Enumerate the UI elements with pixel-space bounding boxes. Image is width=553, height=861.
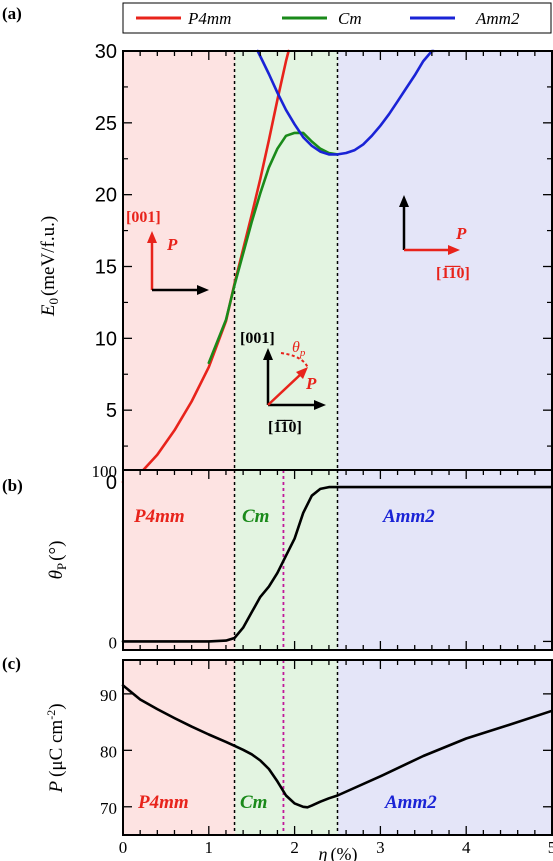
arrowhead-left-p	[147, 231, 157, 243]
y-axis-label-b: θP(°)	[46, 541, 69, 580]
series-line-c-0	[121, 684, 553, 809]
legend-label-p4mm: P4mm	[187, 9, 231, 28]
annotation-left-dir: [001]	[126, 209, 161, 226]
band-amm2-a	[338, 51, 552, 482]
annotation-left-vec: P	[166, 235, 178, 254]
band-cm-a	[235, 51, 338, 482]
annotation-right-vec: P	[455, 224, 467, 243]
phase-bands-b	[123, 470, 552, 650]
legend-label-cm: Cm	[338, 9, 362, 28]
phase-label-amm2-b: Amm2	[382, 506, 435, 527]
annotation-right-dir: [1̅1̅0]	[436, 264, 470, 282]
arrowhead-mid-up	[263, 348, 273, 360]
annotation-mid-dir-up: [001]	[240, 330, 275, 347]
annotation-mid: [001] θp P [1̅1̅0]	[240, 330, 326, 436]
y-tick-label-a: 25	[95, 113, 117, 135]
annotation-right: P [1̅1̅0]	[399, 195, 470, 282]
y-tick-label-a: 5	[106, 400, 117, 422]
x-tick-label: 0	[119, 838, 128, 857]
x-tick-label: 1	[205, 838, 214, 857]
band-cm-b	[235, 470, 338, 650]
phase-label-cm-b: Cm	[242, 506, 269, 527]
phase-boundaries-c	[233, 660, 339, 835]
y-tick-label-c: 80	[100, 742, 117, 761]
annotation-mid-vec: P	[305, 374, 317, 393]
panel-label-a: (a)	[2, 4, 22, 23]
band-p4mm-b	[123, 470, 235, 650]
curves-a	[121, 49, 435, 484]
arrowhead-left-x	[197, 285, 209, 295]
phase-label-amm2-c: Amm2	[384, 792, 437, 813]
x-tick-label: 2	[290, 838, 299, 857]
legend-label-amm2: Amm2	[475, 9, 520, 28]
phase-label-p4mm-c: P4mm	[137, 792, 189, 813]
y-tick-label-a: 15	[95, 257, 117, 279]
arrowhead-mid-p	[296, 367, 308, 379]
arrowhead-right-up	[399, 195, 409, 207]
panel-c: 70 80 90 0 1 2 3 4 5 P4mm Cm Amm2 P(μC cm-2) η (%…	[44, 659, 553, 861]
x-tick-label: 3	[376, 838, 385, 857]
curves-c	[121, 684, 553, 809]
arrowhead-right-p	[448, 245, 460, 255]
panel-label-c: (c)	[2, 654, 21, 673]
arrowhead-mid-right	[314, 400, 326, 410]
panel-a: 0 5 10 15 20 25 30 E0(meV/f.u.) [001] P [001] …	[38, 41, 553, 494]
phase-label-cm-c: Cm	[240, 792, 267, 813]
theta-arc	[280, 352, 309, 369]
series-line-a-2	[256, 49, 435, 156]
x-tick-label: 5	[548, 838, 553, 857]
annotation-mid-dir-right: [1̅1̅0]	[268, 418, 302, 436]
y-tick-label-a: 20	[95, 185, 117, 207]
ticks-c: 70 80 90 0 1 2 3 4 5	[100, 660, 553, 857]
annotation-mid-theta: θp	[292, 339, 306, 359]
y-tick-label-a: 10	[95, 328, 117, 350]
band-amm2-b	[338, 470, 552, 650]
series-line-a-1	[207, 131, 339, 365]
annotation-left: [001] P	[126, 209, 209, 295]
x-tick-label: 4	[462, 838, 471, 857]
axes-frame-b	[122, 469, 553, 651]
band-cm-c	[235, 660, 338, 835]
band-p4mm-c	[123, 660, 235, 835]
arrow-mid-p	[267, 373, 302, 406]
x-axis-label: η (%)	[319, 844, 358, 861]
series-line-b-0	[121, 485, 553, 643]
legend-frame	[122, 2, 552, 34]
ticks-a: 0 5 10 15 20 25 30	[95, 41, 553, 494]
y-tick-label-a: 30	[95, 41, 117, 63]
curves-b	[121, 485, 553, 643]
y-tick-label-a: 0	[106, 472, 117, 494]
y-tick-label-b: 100	[92, 462, 118, 481]
y-axis-label-c: P(μC cm-2)	[44, 703, 67, 793]
axes-frame-c	[122, 659, 553, 836]
y-tick-label-c: 70	[100, 799, 117, 818]
panel-label-b: (b)	[2, 476, 23, 495]
y-tick-label-b: 0	[109, 633, 118, 652]
phase-bands-a	[123, 51, 552, 482]
y-tick-label-c: 90	[100, 686, 117, 705]
y-axis-label-a: E0(meV/f.u.)	[38, 216, 61, 317]
phase-label-p4mm-b: P4mm	[133, 506, 185, 527]
band-p4mm-a	[123, 51, 235, 482]
legend: P4mm Cm Amm2	[122, 2, 552, 34]
